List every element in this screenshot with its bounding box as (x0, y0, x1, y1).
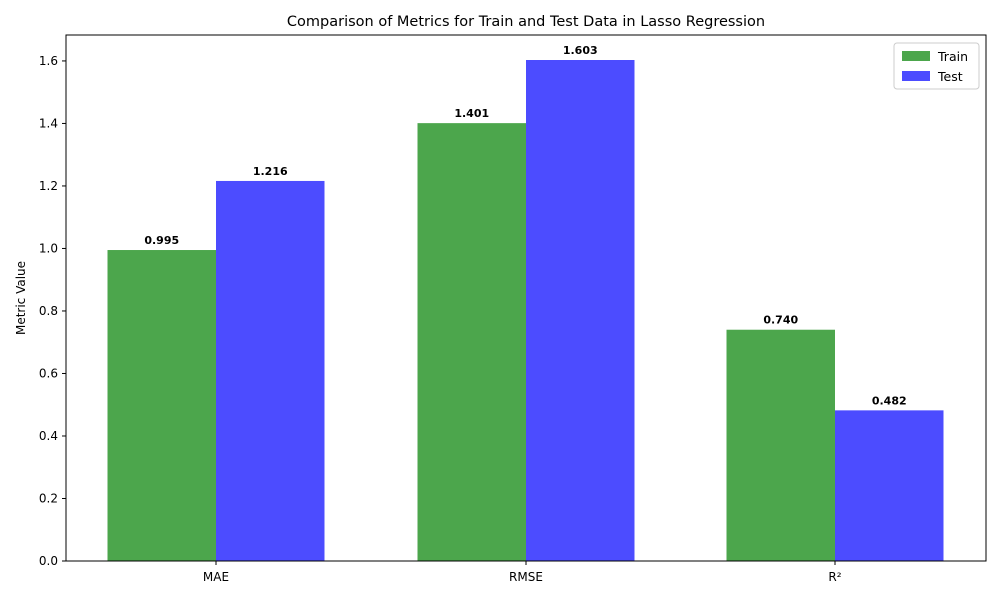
y-tick-label: 0.0 (39, 554, 58, 568)
data-label-train-2: 0.740 (763, 314, 798, 327)
chart-title: Comparison of Metrics for Train and Test… (287, 14, 765, 30)
data-label-test-2: 0.482 (872, 394, 907, 407)
y-tick-label: 1.4 (39, 116, 58, 130)
data-label-train-0: 0.995 (144, 234, 179, 247)
x-tick-label: MAE (203, 570, 229, 584)
bar-test-0 (216, 180, 325, 562)
legend-swatch-test (902, 71, 930, 81)
data-label-test-0: 1.216 (253, 165, 288, 178)
y-tick-label: 0.4 (39, 429, 58, 443)
y-axis-label: Metric Value (14, 261, 28, 335)
x-tick-label: RMSE (509, 570, 543, 584)
bar-test-2 (835, 410, 944, 561)
y-tick-label: 0.6 (39, 366, 58, 380)
y-tick-label: 1.6 (39, 54, 58, 68)
bar-train-0 (107, 250, 216, 561)
legend-label-train: Train (937, 49, 968, 64)
x-tick-label: R² (828, 570, 841, 584)
legend: Train Test (893, 42, 980, 90)
y-tick-label: 0.8 (39, 304, 58, 318)
y-tick-label: 1.0 (39, 241, 58, 255)
bar-test-1 (526, 60, 635, 562)
y-tick-label: 1.2 (39, 179, 58, 193)
data-label-test-1: 1.603 (563, 44, 598, 57)
bar-train-1 (417, 123, 526, 562)
legend-label-test: Test (937, 69, 963, 84)
y-tick-label: 0.2 (39, 491, 58, 505)
plot-area: 0.995 1.401 0.740 1.216 1.603 0.482 0.0 0.2 0.4 0… (39, 34, 987, 584)
bar-train-2 (726, 329, 835, 561)
data-label-train-1: 1.401 (454, 107, 489, 120)
legend-swatch-train (902, 51, 930, 61)
